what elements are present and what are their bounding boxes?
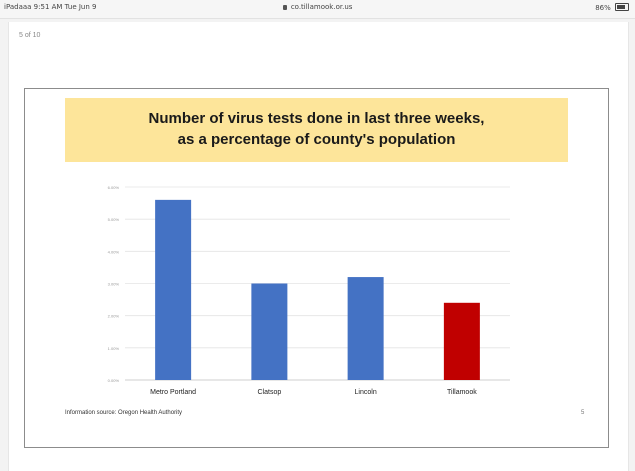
title-banner: Number of virus tests done in last three… — [65, 98, 568, 162]
bar-metro-portland — [155, 199, 192, 380]
x-category-label: Clatsop — [258, 389, 282, 396]
y-tick-label: 5.00% — [108, 217, 120, 222]
slide: Number of virus tests done in last three… — [24, 88, 609, 448]
battery-indicator: 86% — [595, 3, 629, 12]
x-category-label: Lincoln — [355, 389, 377, 396]
y-tick-label: 2.00% — [108, 314, 120, 319]
source-note: Information source: Oregon Health Author… — [65, 410, 183, 416]
document-viewer[interactable]: 5 of 10 Number of virus tests done in la… — [8, 22, 629, 471]
y-tick-label: 3.00% — [108, 282, 120, 287]
slide-title-line-1: Number of virus tests done in last three… — [148, 110, 485, 127]
slide-title-line-2: as a percentage of county's population — [177, 131, 456, 148]
bar-chart: 0.00% 1.00% 2.00% 3.00% 4.00% 5.00% 6.00% Metro… — [108, 185, 510, 396]
url-text[interactable]: co.tillamook.or.us — [290, 3, 353, 11]
bar-clatsop — [251, 283, 288, 380]
y-tick-label: 4.00% — [108, 249, 120, 254]
y-tick-label: 1.00% — [108, 346, 120, 351]
x-category-label: Metro Portland — [150, 389, 196, 396]
status-bar: iPadaaa 9:51 AM Tue Jun 9 co.tillamook.o… — [0, 0, 635, 19]
battery-text: 86% — [595, 4, 611, 12]
lock-icon — [282, 5, 287, 10]
url-bar[interactable]: co.tillamook.or.us — [0, 3, 635, 11]
slide-number: 5 — [581, 410, 585, 416]
x-category-label: Tillamook — [447, 389, 477, 396]
status-time: iPadaaa 9:51 AM Tue Jun 9 — [4, 3, 97, 11]
page-counter: 5 of 10 — [19, 32, 41, 39]
y-tick-label: 0.00% — [108, 378, 120, 383]
battery-icon — [615, 3, 629, 11]
bar-lincoln — [347, 277, 384, 380]
bar-tillamook — [443, 302, 480, 380]
y-tick-label: 6.00% — [108, 185, 120, 190]
